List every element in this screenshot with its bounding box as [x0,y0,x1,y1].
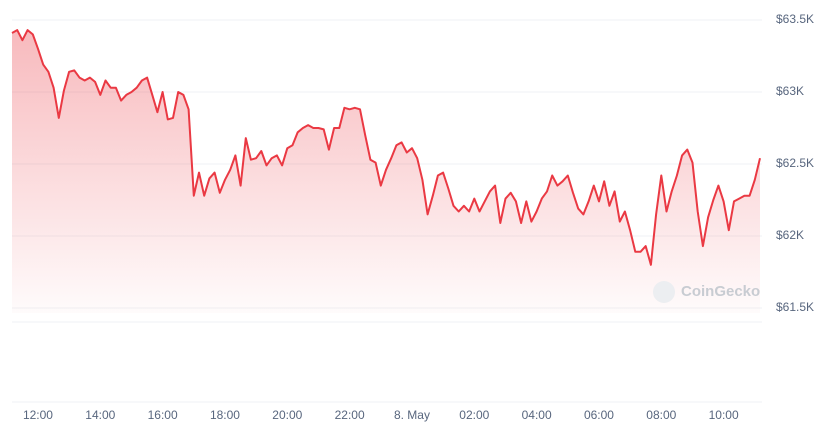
x-tick-label: 08:00 [646,408,676,422]
y-tick-label: $63K [776,84,804,98]
y-tick-label: $61.5K [776,300,814,314]
x-tick-label: 16:00 [148,408,178,422]
x-tick-label: 04:00 [522,408,552,422]
watermark: CoinGecko [681,283,760,300]
watermark-logo [653,281,675,303]
y-tick-label: $62.5K [776,156,814,170]
x-tick-label: 12:00 [23,408,53,422]
y-tick-label: $63.5K [776,12,814,26]
x-tick-label: 10:00 [709,408,739,422]
y-tick-label: $62K [776,228,804,242]
x-tick-label: 22:00 [335,408,365,422]
x-tick-label: 06:00 [584,408,614,422]
price-line [11,29,761,266]
x-tick-label: 14:00 [85,408,115,422]
x-tick-label: 18:00 [210,408,240,422]
x-tick-label: 20:00 [272,408,302,422]
x-tick-label: 02:00 [459,408,489,422]
x-tick-label: 8. May [394,408,430,422]
